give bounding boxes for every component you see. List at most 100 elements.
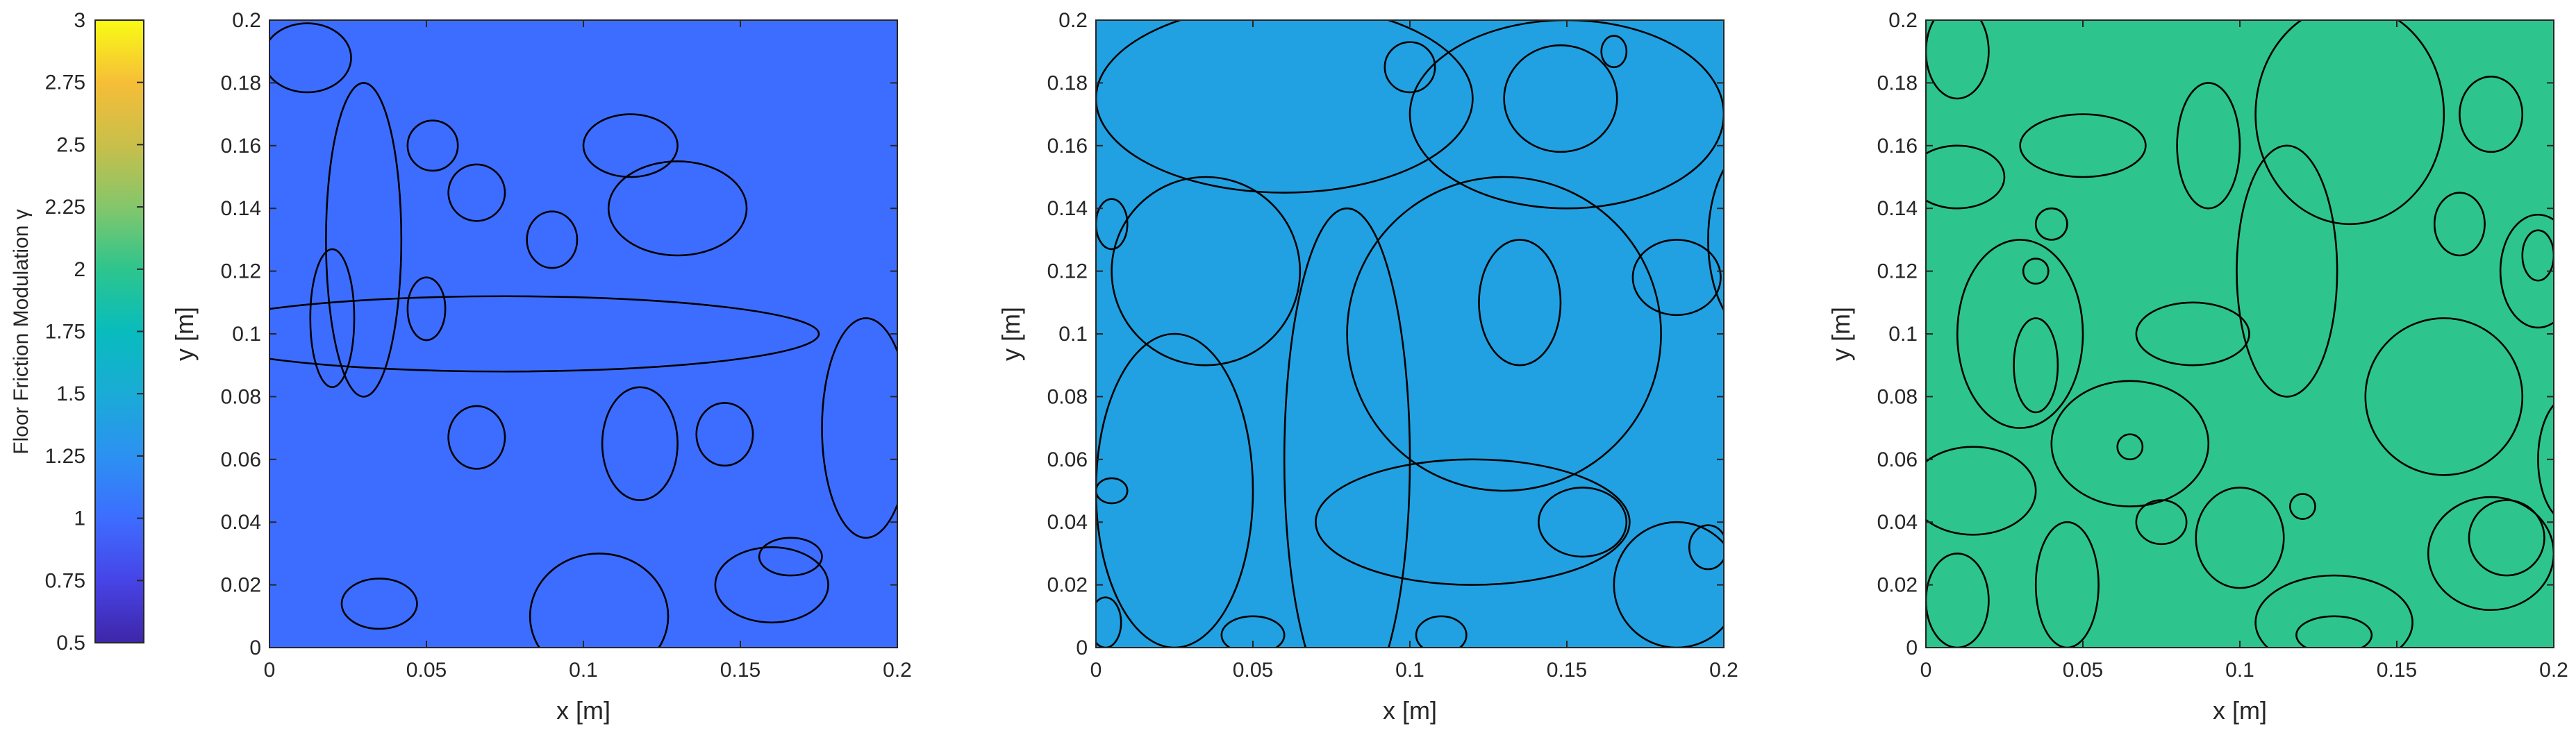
contour-region xyxy=(607,160,748,257)
y-tick-label: 0.1 xyxy=(1888,323,1918,346)
colorbar-tick-label: 1.25 xyxy=(45,445,85,468)
y-tick-label: 0.12 xyxy=(1047,260,1088,283)
contour-region xyxy=(526,210,579,269)
colorbar-tick-label: 2.25 xyxy=(45,196,85,219)
colorbar-bar xyxy=(94,19,144,643)
contour-region xyxy=(325,82,403,398)
y-tick-label: 0.14 xyxy=(1047,197,1088,220)
contour-region xyxy=(1415,615,1468,648)
y-tick-label: 0.04 xyxy=(1877,511,1918,534)
colorbar-tick-label: 2.75 xyxy=(45,71,85,94)
contour-panel-right: 0 0.05 0.1 0.15 0.2 0 0.02 0.04 0.06 0.08 0.1 0.12 0… xyxy=(1827,9,2568,725)
contour-region xyxy=(1688,524,1724,571)
contour-region xyxy=(1600,35,1628,69)
contour-region xyxy=(2176,82,2241,210)
contour-region xyxy=(821,317,897,539)
y-tick-label: 0.18 xyxy=(1877,71,1918,94)
contour-region xyxy=(2254,20,2445,226)
x-tick-label: 0.05 xyxy=(406,659,447,682)
y-tick-label: 0.1 xyxy=(232,323,261,346)
y-tick-label: 0.18 xyxy=(221,71,261,94)
contour-region xyxy=(1926,20,1990,100)
contour-region xyxy=(1315,458,1631,586)
contour-background xyxy=(1096,20,1724,648)
contour-region xyxy=(1220,615,1286,648)
y-tick-label: 0.12 xyxy=(1877,260,1918,283)
contour-region xyxy=(2468,499,2545,577)
contour-region xyxy=(269,22,352,94)
colorbar-tick-label: 2.5 xyxy=(56,133,85,156)
x-tick-label: 0 xyxy=(264,659,276,682)
contour-region xyxy=(447,405,506,470)
x-tick-label: 0.2 xyxy=(2539,659,2568,682)
colorbar-ticks: 0.5 0.75 1 1.25 1.5 1.75 2 2.25 2.5 2.75 3 xyxy=(45,9,144,655)
y-tick-label: 0.1 xyxy=(1058,323,1088,346)
x-tick-label: 0.1 xyxy=(2225,659,2254,682)
contour-region xyxy=(1926,446,2037,536)
y-tick-label: 0.08 xyxy=(1877,385,1918,408)
contour-region xyxy=(758,537,823,577)
colorbar-tick-label: 3 xyxy=(74,9,85,32)
y-tick-label: 0.06 xyxy=(221,448,261,471)
contour-region xyxy=(2195,487,2285,589)
contour-region xyxy=(2022,258,2050,285)
contour-region xyxy=(695,402,754,467)
contour-region xyxy=(2135,499,2188,546)
y-tick-label: 0.14 xyxy=(221,197,261,220)
contour-panel-middle: 0 0.05 0.1 0.15 0.2 0 0.02 0.04 0.06 0.08 0.1 0.12 0… xyxy=(997,9,1738,725)
y-tick-label: 0.14 xyxy=(1877,197,1918,220)
x-tick-label: 0.15 xyxy=(1547,659,1587,682)
contour-region xyxy=(714,546,829,624)
contour-region xyxy=(2289,493,2316,520)
y-tick-label: 0.02 xyxy=(221,574,261,597)
contour-region xyxy=(340,578,418,630)
contour-region xyxy=(1111,176,1302,366)
x-axis-label: x [m] xyxy=(1383,696,1437,725)
contour-region xyxy=(1538,487,1628,558)
y-tick-label: 0.16 xyxy=(221,135,261,158)
contour-region xyxy=(2499,213,2554,329)
y-tick-label: 0 xyxy=(1076,637,1088,659)
colorbar-tick-label: 1.5 xyxy=(56,382,85,405)
contour-region xyxy=(1096,20,1474,194)
contour-region xyxy=(2013,317,2059,414)
contour-background xyxy=(1926,20,2554,648)
contour-regions xyxy=(269,22,897,648)
contour-region xyxy=(2019,113,2147,178)
y-tick-label: 0.08 xyxy=(221,385,261,408)
x-tick-label: 0.2 xyxy=(883,659,912,682)
x-tick-label: 0.05 xyxy=(2063,659,2103,682)
contour-region xyxy=(2459,76,2524,153)
y-tick-label: 0.04 xyxy=(221,511,261,534)
contour-region xyxy=(1096,477,1129,505)
contour-region xyxy=(1956,239,2084,429)
x-tick-label: 0.05 xyxy=(1233,659,1273,682)
contour-region xyxy=(2116,433,2144,461)
contour-region xyxy=(1478,239,1562,366)
colorbar-tick-label: 1 xyxy=(74,507,85,530)
colorbar-label: Floor Friction Modulation γ xyxy=(10,209,33,454)
x-tick-label: 0.15 xyxy=(720,659,761,682)
y-tick-label: 0 xyxy=(249,637,261,659)
contour-region xyxy=(2427,496,2554,612)
contour-region xyxy=(1707,167,1724,312)
y-tick-label: 0.02 xyxy=(1877,574,1918,597)
contour-region xyxy=(406,119,459,172)
contour-background xyxy=(269,20,897,648)
contour-region xyxy=(1383,41,1436,94)
y-tick-label: 0.16 xyxy=(1047,135,1088,158)
contour-region xyxy=(1926,553,1990,648)
contour-region xyxy=(2295,615,2373,648)
contour-region xyxy=(269,295,820,373)
contour-region xyxy=(1096,198,1129,251)
y-tick-label: 0.16 xyxy=(1877,135,1918,158)
contour-region xyxy=(2254,574,2413,648)
contour-region xyxy=(1926,144,2006,210)
y-axis-label: y [m] xyxy=(997,307,1025,361)
y-tick-label: 0.18 xyxy=(1047,71,1088,94)
contour-region xyxy=(2050,380,2210,507)
y-tick-label: 0.06 xyxy=(1047,448,1088,471)
contour-region xyxy=(1409,20,1724,210)
colorbar-tick-label: 0.75 xyxy=(45,569,85,592)
